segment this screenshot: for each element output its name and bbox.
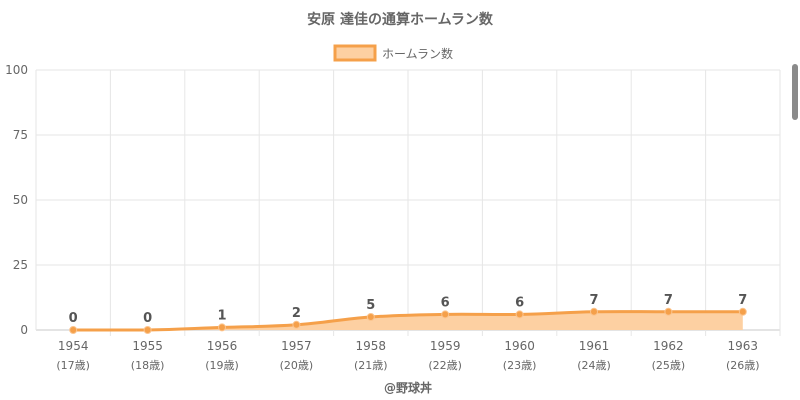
data-label: 7 [664,293,673,308]
x-tick-label: 1960 [504,339,535,353]
x-tick-label: 1962 [653,339,684,353]
data-point [590,307,598,316]
legend-swatch [333,44,377,62]
data-label: 7 [738,293,747,308]
x-age-label: (19歳) [205,359,239,372]
data-label: 6 [515,295,524,310]
y-axis: 0 25 50 75 100 [5,63,28,337]
data-label: 6 [441,295,450,310]
x-tick-label: 1961 [579,339,610,353]
credit: @野球丼 [384,380,432,395]
data-point [218,323,226,332]
data-label: 0 [143,311,152,326]
x-age-label: (17歳) [56,359,90,372]
scrollbar-thumb[interactable] [792,64,798,120]
series-line [73,310,743,332]
x-tick-label: 1958 [356,339,387,353]
x-age-label: (18歳) [131,359,165,372]
data-point [366,313,375,321]
x-age-label: (22歳) [428,359,462,372]
legend: ホームラン数 [333,44,453,62]
x-tick-label: 1956 [207,339,238,353]
x-tick-label: 1963 [728,339,759,353]
data-point [292,320,301,329]
x-age-label: (25歳) [652,359,686,372]
y-tick-label: 50 [13,193,28,207]
data-point [441,310,450,319]
x-tick-label: 1954 [58,339,89,353]
x-age-label: (20歳) [280,359,314,372]
chart-title: 安原 達佳の通算ホームラン数 [307,11,494,28]
y-tick-label: 100 [5,63,28,77]
data-point [143,326,152,334]
x-axis: 1954 (17歳) 1955 (18歳) 1956 (19歳) 1957 (20歳) 1958… [56,339,759,372]
x-tick-label: 1959 [430,339,461,353]
data-label: 2 [292,306,301,321]
legend-label: ホームラン数 [382,46,453,61]
series-area [73,311,743,330]
y-tick-label: 25 [13,258,28,272]
data-label: 1 [217,308,226,323]
x-age-label: (23歳) [503,359,537,372]
data-point [515,310,524,319]
data-label: 7 [589,293,598,308]
x-tick-label: 1955 [132,339,163,353]
y-tick-label: 0 [20,323,28,337]
x-age-label: (26歳) [726,359,760,372]
grid [35,69,781,336]
x-tick-label: 1957 [281,339,312,353]
x-age-label: (21歳) [354,359,388,372]
series: 0 0 1 2 5 6 6 7 7 7 [69,293,747,334]
data-point [664,307,673,316]
y-tick-label: 75 [13,128,28,142]
data-point [738,307,747,316]
data-label: 5 [366,298,375,313]
data-point [69,326,78,334]
data-label: 0 [69,311,78,326]
x-age-label: (24歳) [577,359,611,372]
